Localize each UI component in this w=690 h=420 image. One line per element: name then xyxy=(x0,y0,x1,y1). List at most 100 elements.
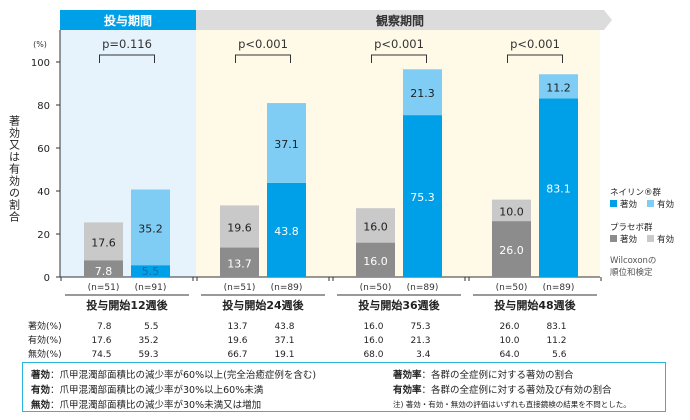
footnote: 注) 著効・有効・無効の評価はいずれも直接鏡検の結果を不問とした。 xyxy=(393,400,631,409)
p-value: p<0.001 xyxy=(374,37,424,51)
y-tick-label: 80 xyxy=(37,101,50,112)
legend-test-note: 順位和検定 xyxy=(610,267,653,278)
neiline-n-label: (n=89) xyxy=(407,283,439,293)
significance-bracket xyxy=(507,54,563,63)
table-cell: 13.7 xyxy=(227,322,247,332)
y-tick-label: 100 xyxy=(31,58,50,69)
note-term: 無効 xyxy=(31,400,51,411)
neiline-effective-label: 35.2 xyxy=(138,222,163,235)
placebo-effective-bar xyxy=(356,208,395,243)
note-term: 著効 xyxy=(31,370,51,381)
legend-test-note: Wilcoxonの xyxy=(610,256,656,266)
placebo-effective-label: 16.0 xyxy=(363,220,388,233)
neiline-marked-label: 5.5 xyxy=(142,265,160,278)
table-cell: 74.5 xyxy=(91,350,111,360)
placebo-marked-bar xyxy=(492,221,531,277)
table-cell: 21.3 xyxy=(410,336,430,346)
note-term: 有効 xyxy=(31,385,51,396)
phase-treatment-header xyxy=(60,10,196,30)
note-text: ：爪甲混濁部面積比の減少率が30%以上60%未満 xyxy=(50,385,264,396)
neiline-effective-label: 11.2 xyxy=(546,81,571,94)
table-cell: 16.0 xyxy=(363,322,383,332)
table-cell: 26.0 xyxy=(499,322,519,332)
note-text: ：各群の全症例に対する著効の割合 xyxy=(421,370,574,381)
legend-neiline-title: ネイリン®群 xyxy=(610,187,662,198)
p-value: p=0.116 xyxy=(102,37,152,51)
group-label: 投与開始12週後 xyxy=(86,298,168,312)
y-tick-label: 20 xyxy=(37,230,50,241)
observation-period-bg xyxy=(196,30,600,277)
treatment-period-bg xyxy=(60,30,196,277)
placebo-marked-label: 26.0 xyxy=(499,244,524,257)
placebo-n-label: (n=51) xyxy=(88,283,120,293)
placebo-effective-bar xyxy=(84,222,123,261)
note-text: ：爪甲混濁部面積比の減少率が60%以上(完全治癒症例を含む) xyxy=(50,370,317,381)
neiline-effective-bar xyxy=(403,69,442,116)
table-cell: 19.1 xyxy=(274,350,294,360)
neiline-marked-label: 43.8 xyxy=(274,225,299,238)
neiline-marked-bar xyxy=(403,115,442,277)
table-cell: 17.6 xyxy=(91,336,111,346)
group-label: 投与開始36週後 xyxy=(358,298,440,312)
neiline-effective-label: 21.3 xyxy=(410,87,435,100)
note-term: 著効率 xyxy=(393,370,422,381)
table-cell: 75.3 xyxy=(410,322,430,332)
significance-bracket xyxy=(99,54,155,63)
placebo-n-label: (n=50) xyxy=(360,283,392,293)
placebo-effective-bar xyxy=(220,205,259,248)
placebo-marked-bar xyxy=(84,260,123,277)
definitions-box: 著効：爪甲混濁部面積比の減少率が60%以上(完全治癒症例を含む) 有効：爪甲混濁… xyxy=(22,362,666,412)
stacked-bar-chart: 投与期間 観察期間 (%) 0 20 40 60 80 100 著効又は有効の割合 7.8 17.6 (… xyxy=(8,10,674,360)
legend-neiline-marked-swatch xyxy=(610,200,617,207)
table-cell: 43.8 xyxy=(274,322,294,332)
significance-bracket xyxy=(371,54,427,63)
placebo-marked-bar xyxy=(220,247,259,277)
table-row-header: 著効(%) xyxy=(28,320,62,332)
table-cell: 11.2 xyxy=(546,336,566,346)
placebo-marked-bar xyxy=(356,242,395,277)
table-cell: 37.1 xyxy=(274,336,294,346)
y-tick-label: 0 xyxy=(44,273,50,284)
legend-label: 有効 xyxy=(657,234,674,245)
neiline-marked-bar xyxy=(539,98,578,278)
table-cell: 83.1 xyxy=(546,322,566,332)
y-tick-label: 40 xyxy=(37,187,50,198)
y-unit: (%) xyxy=(33,40,47,49)
placebo-effective-label: 10.0 xyxy=(499,205,524,218)
placebo-effective-label: 19.6 xyxy=(227,221,252,234)
neiline-effective-label: 37.1 xyxy=(274,138,299,151)
table-cell: 68.0 xyxy=(363,350,383,360)
table-cell: 16.0 xyxy=(363,336,383,346)
note-text: ：爪甲混濁部面積比の減少率が30%未満又は増加 xyxy=(50,400,262,411)
legend-neiline-effective-swatch xyxy=(647,200,654,207)
phase-label: 観察期間 xyxy=(376,13,424,28)
table-cell: 66.7 xyxy=(227,350,247,360)
group-label: 投与開始48週後 xyxy=(494,298,576,312)
note-text: ：各群の全症例に対する著効及び有効の割合 xyxy=(421,385,612,396)
neiline-effective-bar xyxy=(131,189,170,266)
neiline-n-label: (n=89) xyxy=(271,283,303,293)
table-cell: 3.4 xyxy=(416,350,431,360)
table-cell: 59.3 xyxy=(138,350,158,360)
neiline-effective-bar xyxy=(539,74,578,99)
table-cell: 19.6 xyxy=(227,336,247,346)
neiline-n-label: (n=89) xyxy=(543,283,575,293)
neiline-marked-label: 75.3 xyxy=(410,191,435,204)
significance-bracket xyxy=(235,54,291,63)
legend-label: 著効 xyxy=(620,199,637,210)
table-cell: 5.5 xyxy=(144,322,158,332)
legend-label: 著効 xyxy=(620,234,637,245)
table-cell: 64.0 xyxy=(499,350,519,360)
table-row-header: 無効(%) xyxy=(28,348,62,360)
table-cell: 7.8 xyxy=(97,322,112,332)
y-tick-label: 60 xyxy=(37,144,50,155)
table-cell: 10.0 xyxy=(499,336,519,346)
neiline-effective-bar xyxy=(267,103,306,183)
phase-label: 投与期間 xyxy=(104,13,152,28)
neiline-n-label: (n=91) xyxy=(135,283,167,293)
neiline-marked-bar xyxy=(267,182,306,277)
y-axis-label: 著効又は有効の割合 xyxy=(8,114,21,223)
placebo-effective-bar xyxy=(492,199,531,222)
legend-placebo-marked-swatch xyxy=(610,235,617,242)
